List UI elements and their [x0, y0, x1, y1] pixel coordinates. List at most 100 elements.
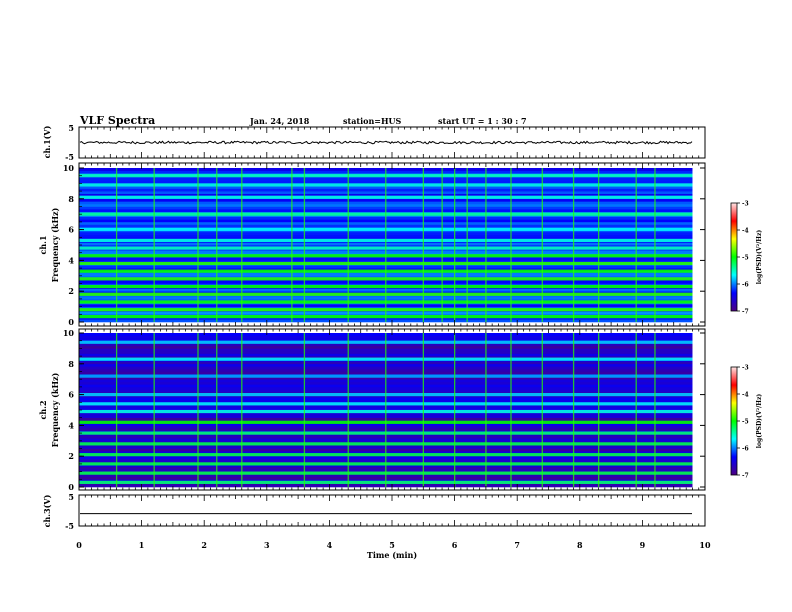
- colorbar-tick-label: -7: [742, 309, 749, 316]
- spectrogram-impulse: [572, 168, 575, 322]
- date-label: Jan. 24, 2018: [249, 116, 310, 126]
- spectrogram-impulse: [454, 333, 456, 487]
- spectrogram-impulse: [115, 333, 118, 487]
- spectrogram-impulse: [654, 333, 656, 487]
- spectrogram-impulse: [241, 168, 243, 322]
- freq-tick-label: 10: [63, 163, 75, 173]
- colorbar-tick-label: -7: [742, 473, 749, 480]
- spectrogram-impulse: [241, 333, 243, 487]
- spectrogram-impulse: [597, 168, 600, 322]
- time-tick-label: 1: [139, 540, 145, 550]
- ch2-spectrogram: [79, 333, 693, 488]
- freq-tick-label: 2: [68, 286, 74, 296]
- freq-tick-label: 6: [68, 225, 74, 235]
- spectrogram-impulse: [466, 168, 468, 322]
- freq-tick-label: 10: [63, 328, 75, 338]
- spectrogram-impulse: [510, 168, 512, 322]
- time-axis-ticks: [78, 127, 706, 526]
- freq-tick-label: 8: [68, 359, 74, 369]
- spectrogram-impulse: [197, 333, 199, 487]
- time-tick-label: 10: [699, 540, 711, 550]
- spectrogram-impulse: [635, 168, 637, 322]
- spectrogram-impulse: [541, 333, 543, 487]
- colorbar-tick-label: -5: [742, 419, 749, 426]
- ch1-colorbar-label: log(PSD)(V²/Hz): [756, 230, 763, 285]
- spectrogram-impulse: [485, 333, 487, 487]
- colorbar-tick-label: -3: [742, 201, 749, 208]
- spectrogram-impulse: [303, 168, 306, 322]
- ch2-colorbar: -3 -4 -5 -6 -7 log(PSD)(V²/Hz): [730, 365, 763, 480]
- ch1-ytick-top: 5: [68, 123, 74, 133]
- time-tick-label: 0: [76, 540, 82, 550]
- ch2-spectrogram-panel: 0 2 4 6 8 10 ch.2 Frequency (kHz): [38, 328, 706, 492]
- spectrogram-impulse: [654, 168, 656, 322]
- time-axis-label: Time (min): [367, 550, 417, 560]
- time-tick-label: 3: [264, 540, 270, 550]
- freq-tick-label: 0: [68, 482, 74, 492]
- colorbar-tick-label: -6: [742, 282, 749, 289]
- spectrogram-impulse: [635, 333, 637, 487]
- ch2-spectrogram-ylabel-channel: ch.2: [38, 400, 48, 419]
- spectrogram-impulse: [153, 168, 155, 322]
- spectrogram-impulse: [441, 168, 443, 322]
- ch1-spectrogram-ylabel-freq: Frequency (kHz): [50, 207, 60, 282]
- ch3-ylabel: ch.3(V): [42, 494, 52, 527]
- ch1-spectrogram-ylabel-channel: ch.1: [38, 235, 48, 254]
- spectrogram-impulse: [422, 168, 424, 322]
- freq-tick-label: 0: [68, 317, 74, 327]
- colorbar-tick-label: -4: [742, 392, 749, 399]
- ch1-colorbar: -3 -4 -5 -6 -7 log(PSD)(V²/Hz): [730, 201, 763, 316]
- ch1-ylabel: ch.1(V): [42, 125, 52, 158]
- time-tick-label: 7: [514, 540, 520, 550]
- spectrogram-impulse: [303, 333, 306, 487]
- colorbar-tick-label: -5: [742, 255, 749, 262]
- time-axis-labels: 0 1 2 3 4 5 6 7 8 9 10: [76, 540, 711, 550]
- spectrogram-impulse: [510, 333, 512, 487]
- spectrogram-impulse: [454, 168, 456, 322]
- spectrogram-impulse: [385, 333, 387, 487]
- spectrogram-impulse: [197, 168, 199, 322]
- time-tick-label: 8: [577, 540, 583, 550]
- spectrogram-impulse: [115, 168, 118, 322]
- figure-title: VLF Spectra: [79, 114, 155, 127]
- spectrogram-impulse: [541, 168, 543, 322]
- time-tick-label: 4: [327, 540, 333, 550]
- freq-tick-label: 4: [68, 255, 74, 265]
- spectrogram-impulse: [291, 168, 293, 322]
- spectrogram-impulse: [597, 333, 600, 487]
- ch1-spectrogram-panel: 0 2 4 6 8 10 ch.1 Frequency (kHz): [38, 162, 706, 327]
- ch1-colorbar-ticks: -3 -4 -5 -6 -7: [737, 201, 749, 316]
- freq-tick-label: 6: [68, 390, 74, 400]
- spectrogram-impulse: [385, 168, 387, 322]
- spectrogram-impulse: [347, 333, 349, 487]
- ch1-spectrogram: [79, 168, 693, 323]
- colorbar-tick-label: -6: [742, 446, 749, 453]
- spectrogram-impulse: [422, 333, 424, 487]
- freq-tick-label: 2: [68, 451, 74, 461]
- spectrogram-impulse: [216, 168, 218, 322]
- time-tick-label: 5: [389, 540, 395, 550]
- colorbar-tick-label: -3: [742, 365, 749, 372]
- start-time-label: start UT = 1 : 30 : 7: [438, 116, 527, 126]
- spectrogram-impulse: [572, 333, 575, 487]
- ch3-ytick-top: 5: [68, 492, 74, 502]
- time-tick-label: 6: [452, 540, 458, 550]
- spectrogram-impulse: [216, 333, 218, 487]
- time-tick-label: 2: [201, 540, 207, 550]
- spectrogram-impulse: [153, 333, 155, 487]
- ch2-colorbar-gradient: [730, 366, 738, 476]
- ch2-colorbar-label: log(PSD)(V²/Hz): [756, 394, 763, 449]
- ch1-trace: [79, 140, 693, 145]
- ch1-freq-ticks: 0 2 4 6 8 10: [63, 163, 705, 327]
- ch2-colorbar-ticks: -3 -4 -5 -6 -7: [737, 365, 749, 480]
- ch1-ytick-bottom: -5: [65, 152, 74, 162]
- freq-tick-label: 4: [68, 420, 74, 430]
- colorbar-tick-label: -4: [742, 228, 749, 235]
- ch1-colorbar-gradient: [730, 202, 738, 312]
- ch3-ytick-bottom: -5: [65, 521, 74, 531]
- ch2-spectrogram-ylabel-freq: Frequency (kHz): [50, 372, 60, 447]
- spectrogram-impulse: [485, 168, 487, 322]
- freq-tick-label: 8: [68, 194, 74, 204]
- ch2-freq-ticks: 0 2 4 6 8 10: [63, 328, 705, 492]
